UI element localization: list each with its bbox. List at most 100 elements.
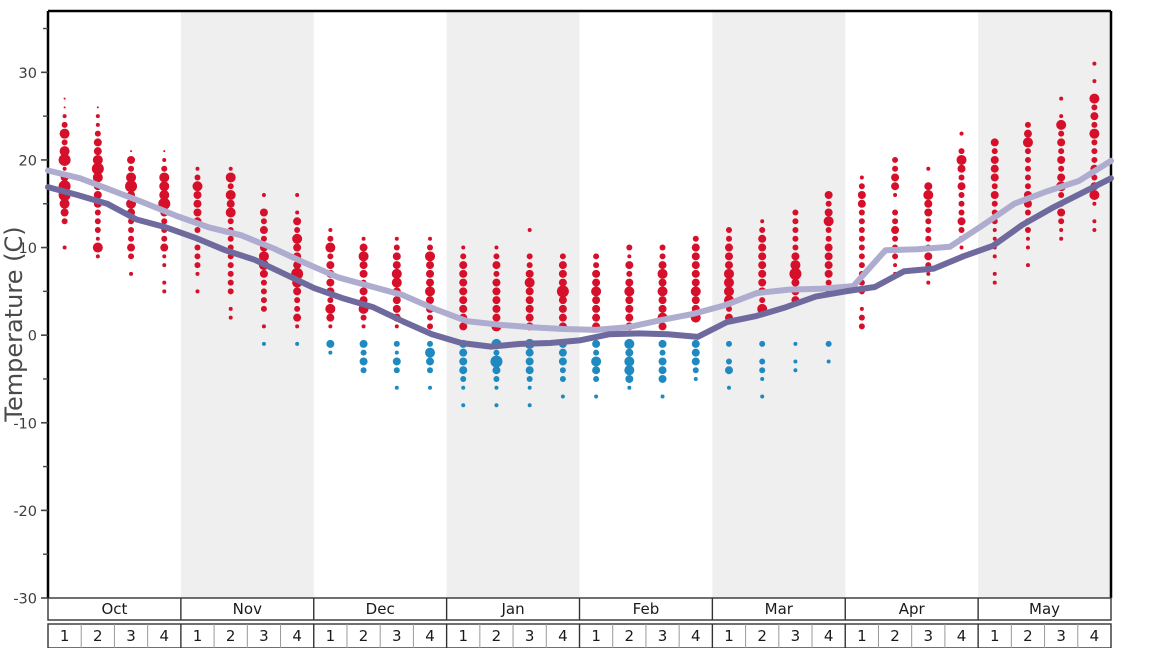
warm-temperature-dot	[1092, 79, 1097, 84]
warm-temperature-dot	[959, 131, 964, 136]
warm-temperature-dot	[858, 218, 865, 225]
cold-temperature-dot	[527, 403, 532, 408]
cold-temperature-dot	[759, 367, 766, 374]
cold-temperature-dot	[394, 350, 399, 355]
month-label-may[interactable]: May	[1029, 600, 1060, 618]
cold-temperature-dot	[724, 366, 733, 375]
month-band-nov	[180, 11, 314, 598]
warm-temperature-dot	[61, 218, 68, 225]
week-label[interactable]: 1	[857, 627, 867, 645]
dot-column-feb-w4	[690, 235, 701, 381]
warm-temperature-dot	[591, 286, 602, 297]
week-label[interactable]: 2	[226, 627, 236, 645]
week-label[interactable]: 1	[591, 627, 601, 645]
cold-temperature-dot	[526, 375, 533, 382]
month-label-oct[interactable]: Oct	[101, 600, 127, 618]
warm-temperature-dot	[593, 262, 600, 269]
warm-temperature-dot	[325, 303, 336, 314]
week-label[interactable]: 4	[425, 627, 435, 645]
warm-temperature-dot	[1024, 183, 1031, 190]
week-label[interactable]: 4	[159, 627, 169, 645]
week-label[interactable]: 2	[93, 627, 103, 645]
week-label[interactable]: 2	[625, 627, 635, 645]
week-label[interactable]: 2	[359, 627, 369, 645]
warm-temperature-dot	[758, 261, 767, 270]
warm-temperature-dot	[1092, 201, 1097, 206]
week-label[interactable]: 3	[1056, 627, 1066, 645]
week-label[interactable]: 3	[126, 627, 136, 645]
warm-temperature-dot	[391, 268, 402, 279]
week-label[interactable]: 4	[957, 627, 967, 645]
dot-column-apr-w2	[891, 156, 900, 276]
week-label[interactable]: 4	[691, 627, 701, 645]
warm-temperature-dot	[724, 252, 733, 261]
warm-temperature-dot	[758, 278, 767, 287]
month-label-jan[interactable]: Jan	[501, 600, 525, 618]
warm-temperature-dot	[459, 304, 468, 313]
warm-temperature-dot	[526, 262, 533, 269]
warm-temperature-dot	[792, 244, 799, 251]
warm-temperature-dot	[259, 269, 268, 278]
month-label-apr[interactable]: Apr	[899, 600, 926, 618]
cold-temperature-dot	[691, 348, 700, 357]
warm-temperature-dot	[1024, 121, 1031, 128]
week-label[interactable]: 3	[259, 627, 269, 645]
week-label[interactable]: 1	[990, 627, 1000, 645]
cold-temperature-dot	[793, 368, 798, 373]
warm-temperature-dot	[459, 287, 468, 296]
warm-temperature-dot	[95, 114, 100, 119]
warm-temperature-dot	[92, 172, 103, 183]
week-label[interactable]: 3	[791, 627, 801, 645]
week-label[interactable]: 1	[458, 627, 468, 645]
month-label-nov[interactable]: Nov	[233, 600, 262, 618]
warm-temperature-dot	[1024, 156, 1031, 163]
warm-temperature-dot	[625, 296, 634, 305]
month-label-dec[interactable]: Dec	[366, 600, 395, 618]
cold-temperature-dot	[627, 385, 632, 390]
week-label[interactable]: 1	[193, 627, 203, 645]
warm-temperature-dot	[328, 228, 333, 233]
cold-temperature-dot	[392, 357, 401, 366]
warm-temperature-dot	[792, 209, 799, 216]
warm-temperature-dot	[559, 253, 566, 260]
warm-temperature-dot	[259, 208, 268, 217]
week-label[interactable]: 3	[658, 627, 668, 645]
warm-temperature-dot	[657, 268, 668, 279]
month-label-feb[interactable]: Feb	[633, 600, 660, 618]
week-label[interactable]: 1	[326, 627, 336, 645]
warm-temperature-dot	[524, 277, 535, 288]
cold-temperature-dot	[427, 340, 434, 347]
warm-temperature-dot	[957, 217, 966, 226]
warm-temperature-dot	[162, 157, 167, 162]
cold-temperature-dot	[426, 357, 435, 366]
week-label[interactable]: 1	[724, 627, 734, 645]
warm-temperature-dot	[592, 304, 601, 313]
warm-temperature-dot	[658, 304, 667, 313]
warm-temperature-dot	[1056, 119, 1067, 130]
week-label[interactable]: 2	[890, 627, 900, 645]
warm-temperature-dot	[492, 296, 501, 305]
warm-temperature-dot	[991, 200, 998, 207]
week-label[interactable]: 2	[492, 627, 502, 645]
week-label[interactable]: 4	[824, 627, 834, 645]
week-label[interactable]: 2	[1023, 627, 1033, 645]
warm-temperature-dot	[260, 279, 267, 286]
dot-column-jan-w3	[524, 228, 535, 408]
warm-temperature-dot	[96, 106, 99, 109]
warm-temperature-dot	[990, 155, 999, 164]
month-label-mar[interactable]: Mar	[765, 600, 794, 618]
week-label[interactable]: 4	[1090, 627, 1100, 645]
week-label[interactable]: 3	[525, 627, 535, 645]
week-label[interactable]: 4	[558, 627, 568, 645]
warm-temperature-dot	[193, 190, 202, 199]
warm-temperature-dot	[825, 235, 832, 242]
warm-temperature-dot	[925, 235, 932, 242]
warm-temperature-dot	[1057, 173, 1066, 182]
week-label[interactable]: 2	[757, 627, 767, 645]
week-label[interactable]: 1	[60, 627, 70, 645]
week-label[interactable]: 3	[392, 627, 402, 645]
week-label[interactable]: 3	[924, 627, 934, 645]
warm-temperature-dot	[61, 121, 68, 128]
week-label[interactable]: 4	[292, 627, 302, 645]
warm-temperature-dot	[358, 251, 369, 262]
